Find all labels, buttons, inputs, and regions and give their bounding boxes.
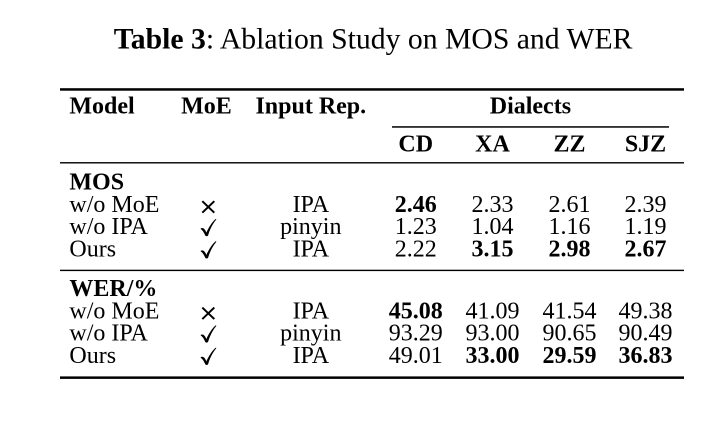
svg-text:XA: XA [475,132,510,158]
svg-text:Dialects: Dialects [490,94,571,120]
svg-text:2.22: 2.22 [395,237,437,263]
svg-text:45.08: 45.08 [389,298,443,324]
svg-text:Model: Model [69,94,135,120]
svg-text:Ours: Ours [69,343,116,369]
svg-text:2.98: 2.98 [549,237,591,263]
svg-text:1.16: 1.16 [549,214,591,240]
svg-text:w/o IPA: w/o IPA [69,321,148,347]
svg-text:2.67: 2.67 [625,237,667,263]
svg-text:w/o MoE: w/o MoE [69,192,159,218]
svg-text:2.61: 2.61 [549,192,591,218]
svg-text:w/o MoE: w/o MoE [69,298,159,324]
svg-text:29.59: 29.59 [543,343,597,369]
svg-text:1.23: 1.23 [395,214,437,240]
svg-text:IPA: IPA [293,192,330,218]
svg-text:MoE: MoE [181,94,232,120]
svg-text:1.19: 1.19 [625,214,667,240]
svg-text:ZZ: ZZ [553,132,585,158]
svg-text:pinyin: pinyin [280,321,341,347]
svg-text:93.00: 93.00 [466,321,520,347]
svg-text:2.46: 2.46 [395,192,437,218]
svg-text:36.83: 36.83 [619,343,673,369]
svg-text:pinyin: pinyin [280,214,341,240]
svg-text:SJZ: SJZ [625,132,666,158]
svg-text:90.65: 90.65 [543,321,597,347]
svg-text:93.29: 93.29 [389,321,443,347]
svg-text:1.04: 1.04 [472,214,514,240]
svg-text:w/o IPA: w/o IPA [69,214,148,240]
svg-text:Input Rep.: Input Rep. [255,94,366,120]
svg-text:41.09: 41.09 [466,298,520,324]
svg-text:MOS: MOS [69,170,124,196]
svg-text:33.00: 33.00 [466,343,520,369]
svg-text:WER/%: WER/% [69,276,157,302]
svg-text:CD: CD [398,132,433,158]
svg-text:41.54: 41.54 [543,298,597,324]
svg-text:IPA: IPA [293,237,330,263]
svg-text:2.33: 2.33 [472,192,514,218]
svg-text:49.01: 49.01 [389,343,443,369]
svg-text:49.38: 49.38 [619,298,673,324]
svg-text:3.15: 3.15 [472,237,514,263]
svg-text:Table 3: Ablation Study on MOS: Table 3: Ablation Study on MOS and WER [114,23,633,55]
svg-text:2.39: 2.39 [625,192,667,218]
svg-text:Ours: Ours [69,237,116,263]
svg-text:IPA: IPA [293,298,330,324]
svg-text:IPA: IPA [293,343,330,369]
svg-text:90.49: 90.49 [619,321,673,347]
